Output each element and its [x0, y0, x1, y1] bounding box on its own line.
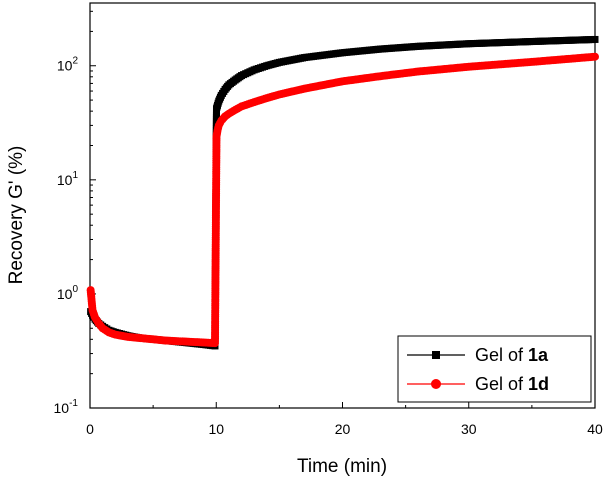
legend-label-1d: Gel of 1d	[475, 374, 549, 394]
series-layer	[86, 35, 599, 350]
x-axis-ticks: 0 10 20 30 40	[86, 402, 603, 437]
y-tick-label: 102	[57, 56, 79, 74]
y-tick-label: 101	[57, 170, 79, 188]
data-point-1a	[591, 35, 599, 43]
legend-marker-circle	[431, 379, 441, 389]
series-line-1d	[90, 56, 596, 344]
x-tick-label: 30	[461, 421, 477, 437]
legend-box	[397, 335, 592, 403]
x-tick-label: 10	[208, 421, 224, 437]
y-axis-ticks: 10-1 100 101 102	[54, 10, 96, 416]
x-tick-label: 0	[86, 421, 94, 437]
x-tick-label: 20	[335, 421, 351, 437]
legend-marker-square	[432, 351, 440, 359]
data-point-1d	[591, 52, 599, 61]
y-axis-title: Recovery G' (%)	[6, 146, 27, 285]
legend-label-1a: Gel of 1a	[475, 345, 549, 365]
x-axis-title: Time (min)	[297, 456, 387, 477]
legend: Gel of 1a Gel of 1d	[397, 335, 592, 403]
series-1d	[86, 52, 599, 348]
x-tick-label: 40	[587, 421, 603, 437]
series-line-1a	[90, 38, 596, 347]
y-tick-label: 10-1	[54, 398, 79, 416]
y-tick-label: 100	[57, 284, 79, 302]
